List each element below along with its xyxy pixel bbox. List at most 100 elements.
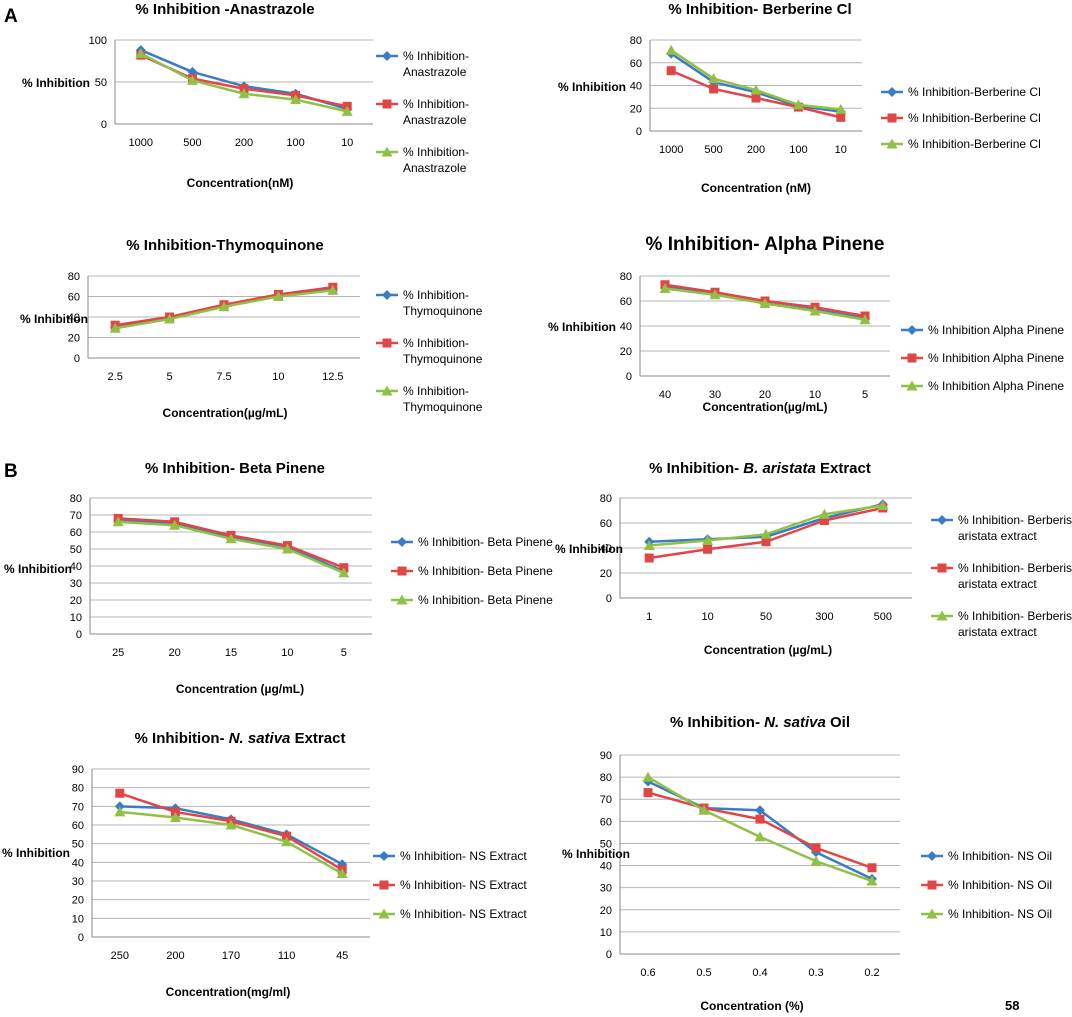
- chart-title: % Inhibition- Berberine Cl: [668, 1, 851, 18]
- x-tick-label: 0.6: [640, 967, 655, 979]
- y-tick-label: 0: [606, 593, 612, 605]
- x-tick-label: 1: [646, 611, 652, 623]
- chart-b-aristata: 0 20 40 60 80 1 10 50 300 500 % Inhibition- B. ari…: [555, 460, 1072, 657]
- legend-label: % Inhibition- Beta Pinene: [418, 564, 553, 578]
- data-point-triangle: [792, 99, 804, 110]
- y-tick-label: 80: [72, 783, 84, 795]
- data-point-triangle: [238, 88, 250, 99]
- data-point-triangle: [378, 908, 390, 919]
- y-axis-title: % Inhibition: [22, 76, 90, 90]
- series-line-3: [118, 520, 345, 574]
- legend-label: % Inhibition- NS Extract: [400, 849, 527, 863]
- x-tick-label: 12.5: [322, 371, 343, 383]
- x-tick-label: 200: [747, 144, 765, 156]
- x-tick-label: 5: [167, 371, 173, 383]
- data-point-triangle: [759, 298, 771, 308]
- data-point-triangle: [281, 836, 293, 847]
- data-point-triangle: [169, 812, 181, 823]
- legend-label: Anastrazole: [403, 65, 467, 79]
- data-point-triangle: [642, 771, 654, 782]
- data-point-triangle: [866, 875, 878, 886]
- x-tick-label: 40: [659, 389, 671, 401]
- x-tick-label: 10: [281, 647, 293, 659]
- legend-label: % Inhibition- Berberis: [958, 561, 1072, 575]
- data-point-square: [382, 338, 392, 348]
- data-point-triangle: [665, 44, 677, 55]
- legend-label: % Inhibition- NS Extract: [400, 878, 527, 892]
- y-tick-label: 10: [70, 612, 82, 624]
- y-tick-label: 40: [68, 312, 80, 324]
- data-point-triangle: [936, 610, 948, 621]
- x-tick-label: 5: [862, 389, 868, 401]
- legend-label: aristata extract: [958, 529, 1037, 543]
- x-tick-label: 500: [183, 137, 201, 149]
- chart-title-suffix: Extract: [290, 730, 345, 747]
- y-tick-label: 40: [620, 321, 632, 333]
- y-tick-label: 40: [70, 561, 82, 573]
- data-point-triangle: [327, 284, 339, 295]
- y-tick-label: 30: [600, 883, 612, 895]
- data-point-square: [907, 353, 917, 363]
- legend-label: % Inhibition-: [403, 145, 469, 159]
- data-point-square: [819, 516, 829, 525]
- data-point-triangle: [643, 540, 655, 550]
- data-point-square: [115, 788, 125, 798]
- legend-label: % Inhibition- NS Extract: [400, 907, 527, 921]
- y-tick-label: 80: [620, 271, 632, 283]
- y-axis-title: % Inhibition: [20, 312, 88, 326]
- y-tick-label: 20: [68, 333, 80, 345]
- series-line-2: [647, 791, 873, 869]
- legend-label: % Inhibition- Berberis: [958, 513, 1072, 527]
- x-tick-label: 10: [701, 611, 713, 623]
- data-point-triangle: [381, 385, 393, 396]
- data-point-diamond: [887, 87, 897, 97]
- y-tick-label: 0: [636, 126, 642, 138]
- data-point-triangle: [164, 313, 176, 324]
- data-point-square: [751, 93, 761, 103]
- x-tick-label: 10: [835, 144, 847, 156]
- x-tick-label: 7.5: [216, 371, 231, 383]
- data-point-square: [761, 537, 771, 547]
- y-tick-label: 60: [600, 518, 612, 530]
- chart-title-text: % Inhibition- Berberine Cl: [668, 1, 851, 18]
- x-axis-title: Concentration (µg/mL): [176, 682, 304, 696]
- x-tick-label: 0.4: [752, 967, 767, 979]
- chart-title: % Inhibition -Anastrazole: [135, 1, 314, 18]
- legend-label: % Inhibition Alpha Pinene: [928, 379, 1064, 393]
- y-tick-label: 20: [72, 895, 84, 907]
- data-point-diamond: [927, 851, 937, 861]
- y-tick-label: 50: [95, 77, 107, 89]
- data-point-diamond: [755, 805, 765, 816]
- data-point-triangle: [225, 533, 237, 544]
- x-tick-label: 1000: [659, 144, 683, 156]
- y-tick-label: 50: [600, 838, 612, 850]
- y-tick-label: 80: [70, 493, 82, 505]
- data-point-square: [709, 84, 719, 94]
- x-tick-label: 30: [709, 389, 721, 401]
- legend-label: % Inhibition-: [403, 384, 469, 398]
- data-point-diamond: [382, 290, 392, 300]
- data-point-triangle: [886, 138, 898, 149]
- chart-title: % Inhibition-Thymoquinone: [126, 237, 323, 254]
- data-point-triangle: [341, 105, 353, 116]
- legend-label: % Inhibition-: [403, 97, 469, 111]
- y-tick-label: 80: [600, 772, 612, 784]
- legend-label: % Inhibition- Berberis: [958, 609, 1072, 623]
- chart-title: % Inhibition- N. sativa Oil: [670, 714, 850, 731]
- data-point-square: [382, 99, 392, 109]
- x-tick-label: 500: [874, 611, 892, 623]
- y-tick-label: 100: [89, 35, 107, 47]
- y-tick-label: 40: [600, 861, 612, 873]
- chart-title-italic: N. sativa: [229, 730, 291, 747]
- data-point-triangle: [818, 508, 830, 519]
- chart-title-text: % Inhibition-: [135, 730, 229, 747]
- y-axis-title: % Inhibition: [4, 562, 72, 576]
- chart-title-suffix: Oil: [826, 714, 850, 731]
- chart-title-italic: B. aristata: [743, 460, 816, 477]
- x-tick-label: 0.2: [864, 967, 879, 979]
- x-tick-label: 100: [789, 144, 807, 156]
- data-point-triangle: [396, 594, 408, 605]
- y-tick-label: 20: [600, 905, 612, 917]
- chart-title-text: % Inhibition-: [670, 714, 764, 731]
